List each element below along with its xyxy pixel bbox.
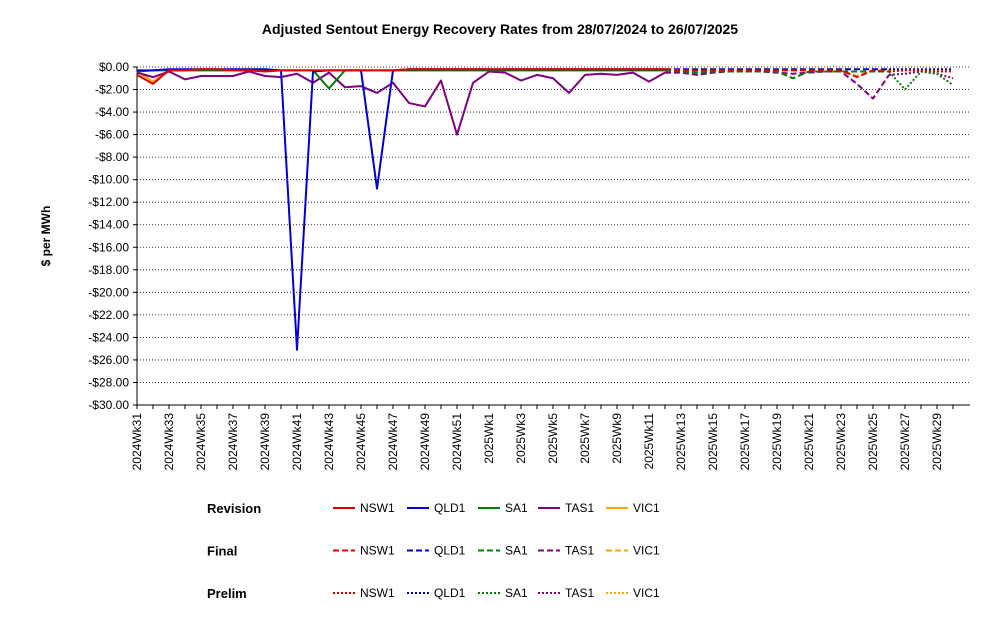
legend-label: VIC1 bbox=[633, 501, 660, 515]
x-tick-label: 2024Wk45 bbox=[354, 413, 368, 471]
y-tick-label: -$22.00 bbox=[88, 308, 129, 322]
x-tick-label: 2024Wk31 bbox=[130, 413, 144, 471]
y-tick-label: -$10.00 bbox=[88, 173, 129, 187]
legend-label: NSW1 bbox=[360, 586, 395, 600]
x-tick-label: 2024Wk37 bbox=[226, 413, 240, 471]
y-tick-label: -$20.00 bbox=[88, 285, 129, 299]
legend-label: VIC1 bbox=[633, 544, 660, 558]
legend-label: TAS1 bbox=[565, 501, 594, 515]
y-tick-label: -$4.00 bbox=[95, 105, 129, 119]
x-tick-label: 2024Wk43 bbox=[322, 413, 336, 471]
legend-label: QLD1 bbox=[434, 501, 466, 515]
x-tick-label: 2025Wk13 bbox=[674, 413, 688, 471]
x-tick-label: 2025Wk27 bbox=[898, 413, 912, 471]
x-tick-label: 2025Wk19 bbox=[770, 413, 784, 471]
x-tick-label: 2025Wk17 bbox=[738, 413, 752, 471]
legend-label: VIC1 bbox=[633, 586, 660, 600]
line-series bbox=[888, 69, 953, 73]
x-tick-label: 2024Wk33 bbox=[162, 413, 176, 471]
legend-label: SA1 bbox=[505, 501, 528, 515]
y-tick-label: -$14.00 bbox=[88, 218, 129, 232]
x-tick-label: 2024Wk49 bbox=[418, 413, 432, 471]
x-tick-label: 2024Wk35 bbox=[194, 413, 208, 471]
x-tick-label: 2025Wk1 bbox=[482, 413, 496, 464]
legend-label: QLD1 bbox=[434, 544, 466, 558]
x-tick-label: 2024Wk41 bbox=[290, 413, 304, 471]
x-tick-label: 2025Wk21 bbox=[802, 413, 816, 471]
x-tick-label: 2025Wk15 bbox=[706, 413, 720, 471]
x-tick-label: 2024Wk39 bbox=[258, 413, 272, 471]
x-tick-label: 2025Wk29 bbox=[930, 413, 944, 471]
legend-label: SA1 bbox=[505, 586, 528, 600]
line-series bbox=[664, 69, 889, 80]
y-tick-label: -$26.00 bbox=[88, 353, 129, 367]
y-tick-label: $0.00 bbox=[99, 60, 129, 74]
x-tick-label: 2024Wk51 bbox=[450, 413, 464, 471]
x-tick-label: 2025Wk23 bbox=[834, 413, 848, 471]
y-tick-label: -$30.00 bbox=[88, 398, 129, 412]
y-tick-label: -$28.00 bbox=[88, 375, 129, 389]
legend-group-label: Revision bbox=[207, 501, 261, 516]
y-axis-label: $ per MWh bbox=[39, 206, 53, 267]
x-tick-label: 2025Wk25 bbox=[866, 413, 880, 471]
y-tick-label: -$16.00 bbox=[88, 240, 129, 254]
y-tick-label: -$6.00 bbox=[95, 128, 129, 142]
legend-label: TAS1 bbox=[565, 544, 594, 558]
line-series bbox=[664, 68, 890, 79]
legend-group-label: Prelim bbox=[207, 586, 247, 601]
line-series bbox=[136, 70, 666, 136]
x-tick-label: 2025Wk5 bbox=[546, 413, 560, 464]
y-tick-label: -$2.00 bbox=[95, 83, 129, 97]
chart-title: Adjusted Sentout Energy Recovery Rates f… bbox=[262, 21, 738, 37]
legend-label: TAS1 bbox=[565, 586, 594, 600]
x-tick-label: 2025Wk11 bbox=[642, 413, 656, 470]
line-series bbox=[665, 70, 890, 100]
legend-group-label: Final bbox=[207, 544, 237, 559]
legend-label: NSW1 bbox=[360, 544, 395, 558]
legend-label: NSW1 bbox=[360, 501, 395, 515]
x-tick-label: 2025Wk7 bbox=[578, 413, 592, 464]
line-series bbox=[136, 68, 665, 85]
y-tick-label: -$24.00 bbox=[88, 330, 129, 344]
x-tick-label: 2025Wk3 bbox=[514, 413, 528, 464]
legend-label: SA1 bbox=[505, 544, 528, 558]
y-tick-label: -$12.00 bbox=[88, 195, 129, 209]
line-series bbox=[888, 70, 954, 91]
x-tick-label: 2025Wk9 bbox=[610, 413, 624, 464]
y-tick-label: -$8.00 bbox=[95, 150, 129, 164]
y-tick-label: -$18.00 bbox=[88, 263, 129, 277]
x-tick-label: 2024Wk47 bbox=[386, 413, 400, 471]
legend-label: QLD1 bbox=[434, 586, 466, 600]
